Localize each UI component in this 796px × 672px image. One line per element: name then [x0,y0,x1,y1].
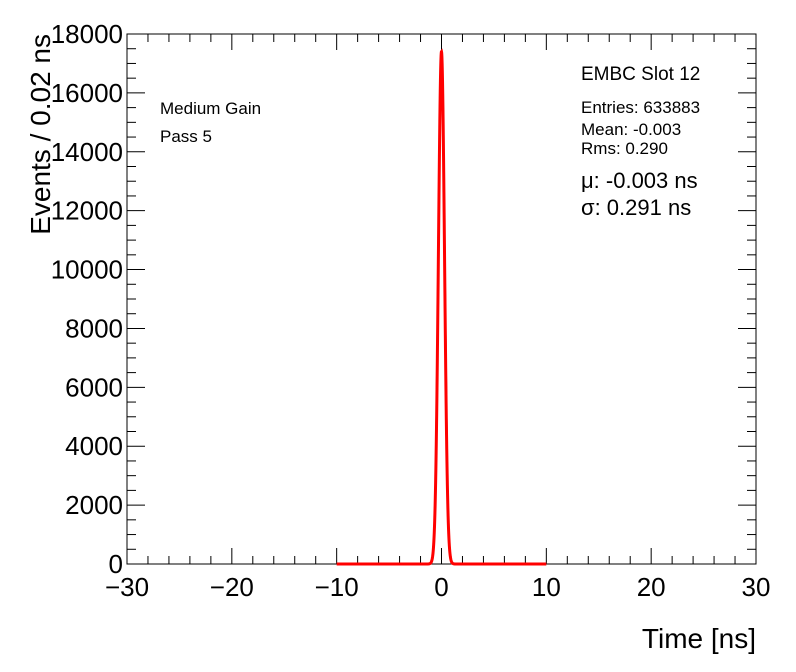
y-tick-label: 6000 [65,372,123,402]
y-tick-label: 10000 [51,255,123,285]
axis-ticks [126,33,757,565]
y-tick-label: 2000 [65,490,123,520]
y-axis-title: Events / 0.02 ns [25,34,56,235]
fit-sigma: σ: 0.291 ns [581,195,691,220]
x-tick-label: 0 [434,572,448,602]
y-tick-label: 18000 [51,19,123,49]
x-tick-label: 10 [532,572,561,602]
y-tick-labels: 0 2000 4000 6000 8000 10000 12000 14000 16000 180… [51,19,123,579]
fit-mu: μ: -0.003 ns [581,168,698,193]
y-tick-label: 12000 [51,196,123,226]
y-tick-label: 16000 [51,78,123,108]
x-tick-label: 20 [637,572,666,602]
y-tick-label: 0 [109,549,123,579]
slot-label: EMBC Slot 12 [581,64,700,85]
entries-stat: Entries: 633883 [581,98,700,117]
y-tick-label: 8000 [65,313,123,343]
gain-label: Medium Gain [160,99,261,118]
x-tick-label: −20 [210,572,254,602]
y-tick-label: 4000 [65,431,123,461]
y-tick-label: 14000 [51,137,123,167]
x-axis-title: Time [ns] [642,623,756,654]
x-tick-label: −10 [315,572,359,602]
rms-stat: Rms: 0.290 [581,139,668,158]
x-tick-label: −30 [105,572,149,602]
mean-stat: Mean: -0.003 [581,120,681,139]
x-tick-label: 30 [742,572,771,602]
pass-label: Pass 5 [160,127,212,146]
gaussian-fit-series [336,48,547,566]
x-tick-labels: −30 −20 −10 0 10 20 30 [105,572,771,602]
